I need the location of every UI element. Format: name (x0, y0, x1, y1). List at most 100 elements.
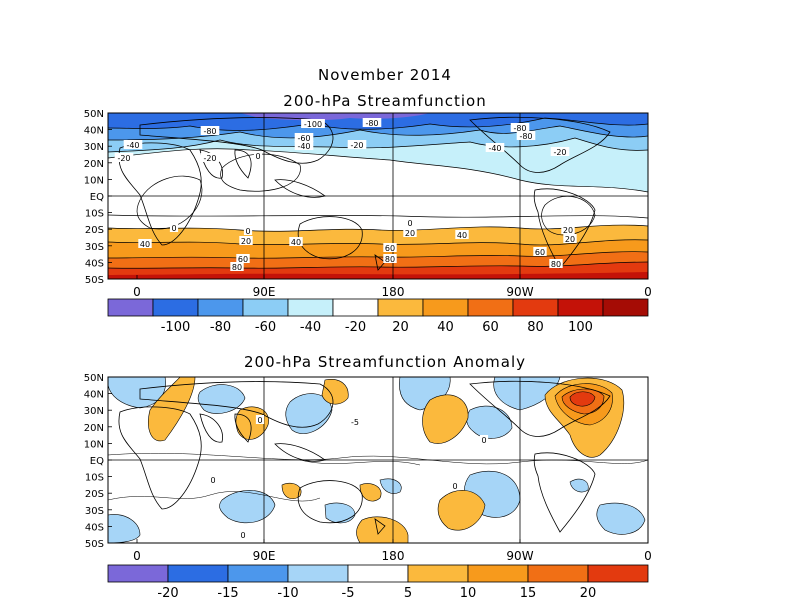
contour-label: 0 (481, 436, 486, 445)
lat-tick-label: 10S (85, 209, 104, 220)
lat-axis-panel1: 50N 40N 30N 20N 10N EQ 10S 20S 30S 40S 50S (84, 109, 112, 286)
contour-label: 0 (257, 416, 262, 425)
lat-tick-label: 30S (85, 242, 104, 253)
contour-label-bg (243, 226, 253, 235)
colorbar-swatch (332, 298, 379, 317)
india-outline (234, 149, 252, 179)
panel-title-anomaly: 200-hPa Streamfunction Anomaly (244, 353, 526, 371)
contour-label-bg (563, 234, 577, 243)
lon-tick-label: 0 (133, 285, 141, 299)
lat-tick-label: 40S (85, 522, 104, 533)
colorbar-swatch (407, 564, 469, 583)
contour-label-bg (238, 530, 248, 539)
asia-outline (139, 117, 334, 164)
colorbar-swatch (347, 564, 409, 583)
contour-label-bg (255, 415, 265, 424)
contour-label: -80 (519, 132, 532, 141)
colorbar-swatch (527, 564, 589, 583)
lat-tick-label: EQ (90, 192, 104, 203)
colorbar-swatch (467, 564, 529, 583)
contour-label: 20 (565, 235, 575, 244)
contour-label: -40 (297, 142, 310, 151)
lat-tick-label: 50N (84, 373, 104, 384)
africa-outline (118, 406, 202, 510)
contour-label: 60 (385, 244, 395, 253)
colorbar-label: -20 (345, 320, 366, 335)
colorbar-swatch (197, 298, 244, 317)
colorbar-swatch (152, 298, 199, 317)
contour-label-bg (533, 247, 547, 256)
anomaly-pos-nz (356, 516, 409, 543)
contour-label-bg (516, 131, 536, 140)
contour-label-bg (479, 435, 489, 444)
india-outline (234, 413, 252, 443)
colorbar-label: -40 (300, 320, 321, 335)
lat-tick-label: 50N (84, 109, 104, 120)
sh-band-100 (108, 272, 648, 279)
colorbar-swatch (587, 564, 649, 583)
contour-label: 20 (241, 237, 251, 246)
lat-tick-label: 20S (85, 225, 104, 236)
contour-label-bg (347, 140, 367, 149)
colorbar-label: 80 (527, 320, 544, 335)
contour-label: 40 (457, 231, 467, 240)
contour-label-bg (510, 123, 530, 132)
lat-tick-label: 50S (85, 275, 104, 286)
lat-tick-label: 30S (85, 506, 104, 517)
contour-label-bg (294, 141, 314, 150)
lat-tick-label: 50S (85, 539, 104, 550)
nh-band-minus100 (240, 113, 430, 121)
contour-label: -100 (304, 120, 322, 129)
lon-tick-label: 90W (506, 285, 533, 299)
lat-tick-label: 10S (85, 473, 104, 484)
colorbar-label: 100 (568, 320, 593, 335)
contour-label: 80 (232, 263, 242, 272)
panel-title-streamfunction: 200-hPa Streamfunction (283, 92, 487, 110)
contour-label-bg (383, 243, 397, 252)
contour-label-bg (239, 236, 253, 245)
contour-label-bg (403, 228, 417, 237)
contour-label-bg (123, 140, 143, 149)
contour-label-bg (200, 126, 220, 135)
anomaly-neg-china (285, 393, 333, 434)
colorbar-label: -15 (217, 586, 238, 600)
contour-label: 0 (210, 476, 215, 485)
contour-label-bg (405, 218, 415, 227)
contour-labels-panel1: -100-80-80-80-80-60-40 -40 -40-20-20-20-20… (114, 118, 577, 272)
colorbar-swatch (242, 298, 289, 317)
lat-tick-label: 20N (84, 423, 104, 434)
lon-axis-panel1: 0 90E 180 90W 0 (133, 275, 652, 299)
contour-label: 80 (551, 260, 561, 269)
contour-label: -40 (126, 141, 139, 150)
colorbar-label: -10 (277, 586, 298, 600)
colorbar-swatch (287, 564, 349, 583)
contour-label-bg (208, 475, 218, 484)
colorbar-swatch (107, 564, 169, 583)
lat-tick-label: 40S (85, 258, 104, 269)
lat-tick-label: 30N (84, 406, 104, 417)
colorbar-swatch (377, 298, 424, 317)
australia-outline (297, 480, 363, 524)
contour-label: 0 (407, 219, 412, 228)
contour-label: 60 (238, 255, 248, 264)
contour-label: -5 (351, 418, 359, 427)
lon-tick-label: 180 (382, 549, 405, 563)
colorbar-label: 20 (580, 586, 597, 600)
contour-label-bg (114, 153, 134, 162)
lon-tick-label: 90W (506, 549, 533, 563)
south-america-outline (533, 452, 596, 533)
anomaly-neg-s-atlantic-far (596, 502, 646, 535)
colorbar-swatch (227, 564, 289, 583)
colorbar-label: -20 (157, 586, 178, 600)
asia-outline (139, 381, 334, 428)
arabia-outline (199, 413, 223, 443)
lat-tick-label: 20N (84, 159, 104, 170)
anomaly-neg-indian-ocean (219, 490, 276, 524)
anomaly-neg-tasman (379, 478, 402, 494)
contour-label: 0 (255, 152, 260, 161)
contour-label: -20 (553, 148, 566, 157)
colorbar-streamfunction: -100 -80 -60 -40 -20 20 40 60 80 100 (107, 298, 649, 335)
new-zealand-outline (374, 254, 386, 271)
contour-label: -60 (297, 134, 310, 143)
